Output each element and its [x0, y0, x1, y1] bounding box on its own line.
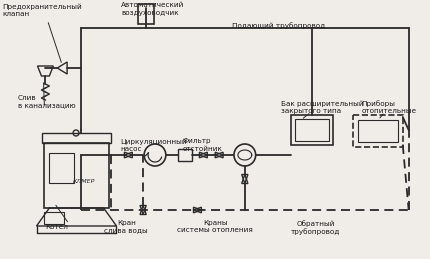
Bar: [43, 133, 111, 143]
Bar: [358, 120, 398, 142]
Text: Краны
системы отопления: Краны системы отопления: [177, 220, 253, 234]
Bar: [138, 4, 154, 24]
Text: Приборы
отопительные: Приборы отопительные: [361, 100, 416, 114]
Bar: [44, 143, 109, 208]
Text: Слив
в канализацию: Слив в канализацию: [18, 95, 75, 109]
Text: Подающий трубопровод: Подающий трубопровод: [232, 22, 325, 29]
Text: КЛМЕР: КЛМЕР: [73, 178, 95, 183]
Text: Фильтр
отстойник: Фильтр отстойник: [183, 138, 222, 152]
Bar: [49, 153, 74, 183]
Text: Автоматический
воздуховодчик: Автоматический воздуховодчик: [121, 2, 185, 16]
Text: Котел: Котел: [46, 224, 68, 230]
Bar: [295, 119, 329, 141]
Bar: [44, 212, 64, 224]
Text: Бак расширительный
закрытого типа: Бак расширительный закрытого типа: [281, 100, 364, 114]
Text: Кран
слива воды: Кран слива воды: [104, 220, 148, 234]
Text: Циркуляционный
насос: Циркуляционный насос: [120, 138, 187, 152]
Text: Предохранительный
клапан: Предохранительный клапан: [2, 3, 82, 17]
Bar: [178, 149, 191, 161]
Bar: [291, 115, 333, 145]
Bar: [353, 115, 403, 147]
Text: Обратный
трубопровод: Обратный трубопровод: [291, 220, 341, 235]
